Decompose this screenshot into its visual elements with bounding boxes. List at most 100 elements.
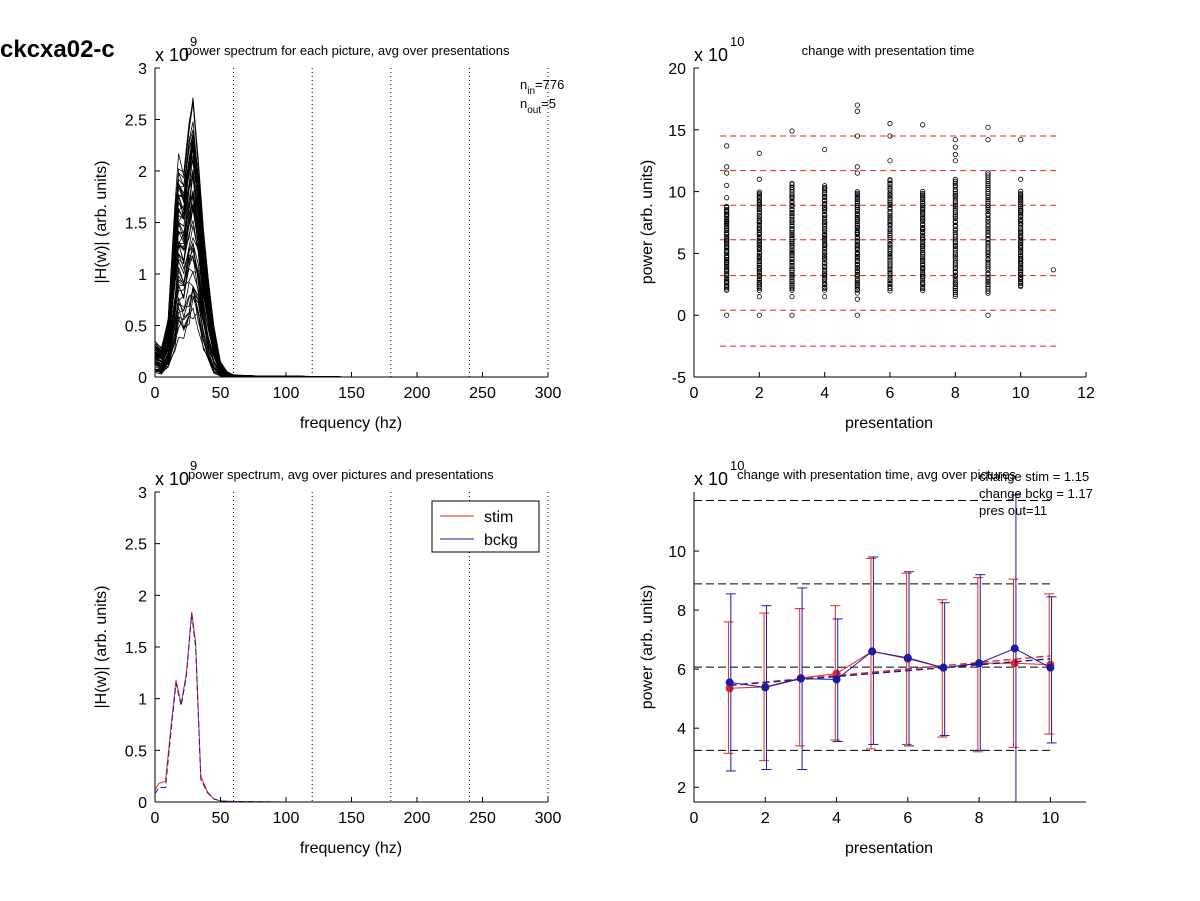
p2-point [854,190,860,196]
p2-point [920,190,926,197]
p2-point [1018,205,1024,211]
p2-point [1018,216,1024,223]
p4-trend-stim [729,655,1051,687]
p2-point [854,189,860,195]
p2-point [789,280,795,286]
p2-point [985,256,991,262]
p2-point [985,223,991,229]
p2-point [756,237,762,244]
p2-point [920,269,926,276]
p2-point [985,211,991,217]
p2-point [952,190,958,197]
p2-point [756,281,762,287]
p2-point [854,290,860,296]
p2-point [854,278,860,284]
p2-point [724,164,730,170]
svg-text:nin=776: nin=776 [520,77,564,97]
p2-point [952,196,958,202]
p1-nin-label: n [520,77,527,92]
p2-point [887,121,893,127]
p2-point [1018,252,1024,258]
p2-point [1018,201,1024,208]
p2-point [854,286,860,292]
p2-point [756,261,762,267]
p2-point [952,289,958,295]
p2-point [887,238,893,244]
p4-annotation-3: pres out=11 [979,503,1047,518]
p2-point [920,261,926,267]
p4-y-tick-label: 4 [677,721,686,738]
p2-point [920,249,926,256]
p2-point [920,262,926,269]
p2-point [952,275,958,282]
p2-point [756,253,762,259]
p2-point [854,202,860,208]
p2-point [756,240,762,246]
p2-point [789,202,795,208]
p2-point [789,235,795,241]
p2-point [822,234,828,240]
p4-x-tick-label: 4 [832,810,841,827]
p2-point [854,261,860,267]
p2-x-tick-label: 10 [1012,385,1030,402]
p2-point [822,287,828,293]
p2-point [789,284,795,290]
p4-annotation-1: change stim = 1.15 [979,469,1089,484]
p2-point [1018,196,1024,203]
p2-point [854,252,860,258]
p2-point [789,226,795,232]
p4-trend-bckg [729,658,1051,687]
p2-point [920,192,926,198]
p2-point [854,164,860,170]
p2-y-tick-label: 5 [677,246,686,263]
p1-x-tick-label: 150 [338,385,365,402]
p3-legend: stim bckg [431,500,540,553]
p2-point [887,283,893,290]
p2-point [822,183,828,189]
p3-line-stim [154,611,548,803]
p2-point [724,207,730,213]
p2-point [724,246,730,252]
p2-point [724,227,730,233]
p2-point [789,285,795,292]
p2-y-tick-label: 10 [668,185,686,202]
p2-point [822,200,828,207]
p2-point [985,206,991,212]
p2-point [887,201,893,207]
p3-exponent-power: 9 [190,458,197,473]
p2-point [789,249,795,256]
p2-point [1018,271,1024,277]
p2-point [854,281,860,287]
p2-point [854,194,860,200]
p2-point [756,222,762,228]
p2-point [756,176,762,182]
p2-point [1018,255,1024,261]
p2-point [952,283,958,290]
p3-legend-stim-label: stim [484,509,513,526]
p3-line-bckg [154,613,548,803]
p2-exponent: x 10 [694,45,728,65]
p4-hlines [694,500,1051,751]
p2-point [920,205,926,212]
p2-point [985,253,991,259]
p1-nin-sub: in [527,86,535,97]
p2-point [789,312,795,318]
p2-point [854,133,860,139]
p2-point [985,239,991,246]
p2-point [822,207,828,213]
p2-point [756,272,762,279]
p2-point [822,214,828,220]
p2-point [985,276,991,282]
p4-line-stim [729,650,1051,689]
p2-point [887,195,893,201]
p2-point [1050,267,1056,273]
p4-point-bckg [725,678,734,687]
p2-point [887,184,893,190]
p2-hlines [720,135,1057,347]
p2-point [1018,220,1024,227]
p2-x-tick-label: 4 [820,385,829,402]
